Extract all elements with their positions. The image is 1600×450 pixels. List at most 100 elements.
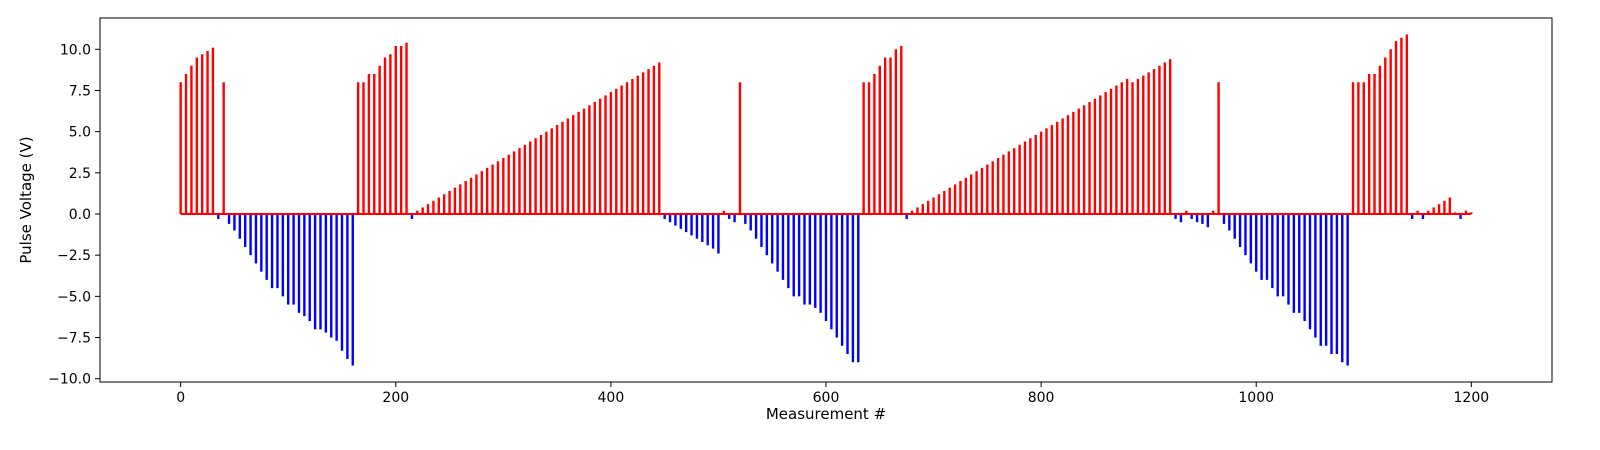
bar (668, 214, 672, 223)
bar (846, 214, 849, 354)
bar (335, 214, 338, 341)
bar (1233, 214, 1236, 239)
bar (330, 214, 333, 338)
y-tick-label: 7.5 (69, 83, 91, 99)
bar (754, 214, 758, 239)
bar (1238, 214, 1242, 247)
bar (491, 164, 494, 214)
bar (529, 141, 532, 214)
bar (1125, 78, 1129, 214)
bar (184, 74, 188, 214)
bar (991, 161, 994, 214)
bar (910, 210, 914, 214)
bar (426, 204, 430, 214)
bar (265, 214, 268, 280)
bar (303, 214, 306, 317)
bar (1249, 214, 1253, 264)
bar (346, 214, 349, 359)
y-tick-label: 5.0 (69, 125, 91, 141)
bar (1357, 82, 1360, 215)
bar (1400, 37, 1403, 215)
bar (588, 105, 591, 214)
bar (555, 125, 559, 214)
bar (464, 181, 467, 214)
bar (260, 214, 263, 272)
bar (1109, 88, 1113, 214)
y-tick-label: −5.0 (57, 289, 91, 305)
x-axis-ticks: 0 200 400 600 800 1000 1200 (176, 382, 1489, 406)
bar (1115, 85, 1118, 214)
bar (233, 214, 236, 231)
bar (1271, 214, 1274, 289)
bar (641, 72, 645, 214)
bar (1324, 214, 1328, 346)
bar (1195, 214, 1199, 223)
bar (442, 194, 446, 214)
bar (399, 46, 403, 214)
bar (1023, 141, 1027, 214)
bar (1260, 214, 1263, 280)
bar (975, 171, 978, 214)
y-axis-ticks: −10.0 −7.5 −5.0 −2.5 0.0 2.5 5.0 7.5 10.0 (48, 42, 100, 388)
bar (1158, 65, 1161, 214)
bar (953, 184, 957, 214)
bar (206, 50, 209, 214)
bar (701, 214, 704, 242)
bar (1201, 214, 1204, 224)
bar (647, 69, 650, 214)
bar (996, 158, 1000, 214)
bar (878, 65, 881, 214)
bar (313, 214, 317, 330)
bar (270, 214, 274, 289)
bar (1136, 78, 1140, 214)
x-tick-label: 1000 (1238, 390, 1274, 406)
bar (937, 194, 941, 214)
bar (819, 214, 822, 313)
bar (1029, 138, 1032, 214)
bar (652, 65, 656, 214)
bar (765, 214, 769, 256)
bar (1351, 82, 1355, 215)
bar (1394, 41, 1398, 215)
bar (1255, 214, 1258, 272)
bar (943, 190, 946, 214)
bar (480, 171, 484, 214)
bar (921, 204, 924, 214)
bar (1298, 214, 1301, 313)
bar (539, 134, 543, 214)
bar (405, 42, 408, 215)
bar (254, 214, 258, 264)
bar (1346, 214, 1349, 366)
bar (437, 197, 440, 214)
bar (840, 214, 844, 346)
bar (1056, 121, 1059, 214)
x-tick-label: 1200 (1454, 390, 1490, 406)
bar (550, 128, 553, 214)
bar (1174, 214, 1177, 219)
bar (1389, 49, 1392, 214)
bar (362, 82, 365, 215)
y-tick-label: −7.5 (57, 331, 91, 347)
bar (1061, 118, 1064, 214)
bar (276, 214, 279, 289)
bar (383, 57, 387, 214)
bar (620, 85, 623, 214)
bar (609, 92, 613, 214)
x-tick-label: 200 (382, 390, 409, 406)
bar (1066, 115, 1070, 214)
bar (636, 75, 639, 215)
bar (577, 111, 580, 214)
bar (679, 214, 682, 229)
bar (1002, 154, 1005, 214)
bar (200, 54, 204, 214)
x-tick-label: 800 (1028, 390, 1055, 406)
bar (711, 214, 715, 249)
bar (1050, 125, 1054, 214)
bar (475, 174, 478, 214)
bar (1190, 214, 1193, 219)
bar (448, 190, 451, 214)
bar (1421, 214, 1425, 219)
bar (658, 62, 661, 214)
bar (787, 214, 790, 289)
bar (1077, 108, 1080, 214)
